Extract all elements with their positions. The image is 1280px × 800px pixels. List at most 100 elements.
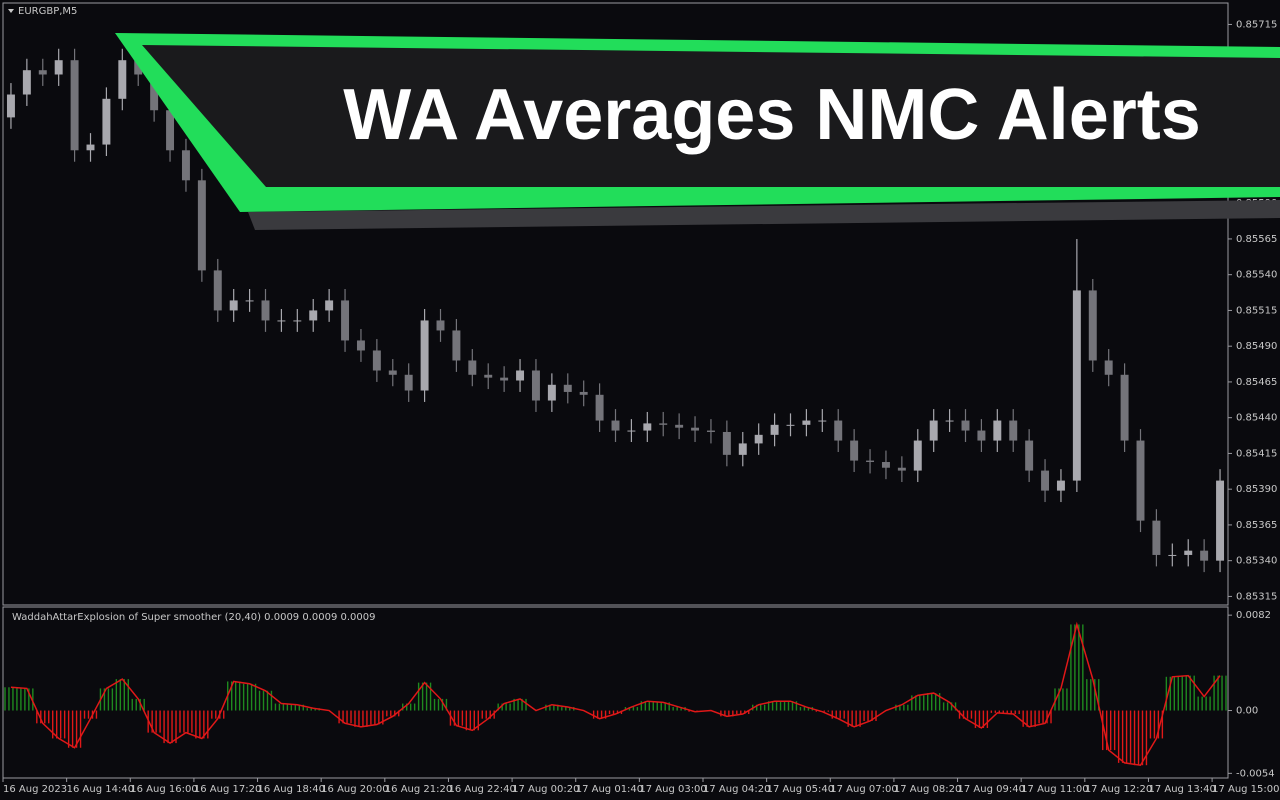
candle-body [341, 300, 350, 341]
x-tick-label: 17 Aug 04:20 [703, 784, 770, 795]
candle-body [404, 374, 413, 391]
candle-body [866, 460, 875, 463]
candle-body [1056, 480, 1065, 491]
x-tick-label: 17 Aug 12:20 [1085, 784, 1152, 795]
symbol-title[interactable]: EURGBP,M5 [18, 6, 77, 17]
candle-body [54, 60, 63, 75]
candle-body [770, 424, 779, 435]
candle-body [1072, 290, 1081, 481]
candle-body [181, 150, 190, 181]
candle-body [1200, 550, 1209, 561]
y-tick-label: 0.0082 [1236, 610, 1271, 621]
candle-body [897, 467, 906, 471]
candle-body [691, 427, 700, 431]
candle-body [675, 424, 684, 428]
y-tick-label: 0.85715 [1236, 19, 1277, 30]
candle-body [722, 431, 731, 455]
banner-shadow [248, 200, 1280, 230]
x-tick-label: 17 Aug 07:00 [830, 784, 897, 795]
x-tick-label: 17 Aug 09:40 [958, 784, 1025, 795]
indicator-panel-frame [2, 606, 1229, 779]
banner-title: WA Averages NMC Alerts [343, 75, 1201, 155]
candle-body [961, 420, 970, 431]
candle-body [420, 320, 429, 391]
candle-body [1168, 554, 1177, 556]
candle-body [245, 300, 254, 302]
candle-body [1088, 290, 1097, 361]
x-tick-label: 17 Aug 00:20 [512, 784, 579, 795]
candle-body [102, 98, 111, 145]
candle-body [468, 360, 477, 375]
axes: 0.857150.855900.855650.855400.855150.854… [2, 19, 1280, 795]
y-tick-label: 0.85490 [1236, 341, 1277, 352]
x-tick-label: 17 Aug 13:40 [1148, 784, 1215, 795]
candle-body [1216, 480, 1225, 561]
y-tick-label: 0.85390 [1236, 484, 1277, 495]
candle-body [786, 424, 795, 426]
candle-body [452, 330, 461, 361]
candle-body [118, 60, 127, 99]
candle-body [213, 270, 222, 311]
candle-body [309, 310, 318, 321]
y-tick-label: 0.85365 [1236, 520, 1277, 531]
y-tick-label: 0.85440 [1236, 413, 1277, 424]
candle-body [86, 144, 95, 151]
x-tick-label: 16 Aug 20:00 [321, 784, 388, 795]
symbol-menu-icon[interactable] [8, 9, 14, 13]
candle-body [1025, 440, 1034, 471]
candle-body [850, 440, 859, 461]
candle-body [293, 320, 302, 322]
candle-body [563, 384, 572, 392]
candle-body [579, 391, 588, 395]
candle-body [356, 340, 365, 351]
candle-body [1136, 440, 1145, 521]
x-tick-label: 16 Aug 18:40 [258, 784, 325, 795]
explosion-line [10, 621, 1221, 767]
candle-body [643, 423, 652, 431]
candle-body [6, 94, 15, 118]
x-tick-label: 17 Aug 03:00 [639, 784, 706, 795]
x-tick-label: 16 Aug 17:20 [194, 784, 261, 795]
candle-body [754, 434, 763, 444]
x-tick-label: 16 Aug 2023 [3, 784, 67, 795]
candle-body [229, 300, 238, 311]
candle-body [659, 423, 668, 425]
candle-body [1120, 374, 1129, 441]
candle-body [595, 394, 604, 421]
candle-body [277, 320, 286, 322]
indicator-title: WaddahAttarExplosion of Super smoother (… [12, 612, 376, 623]
candle-body [627, 430, 636, 432]
indicator-plot [4, 621, 1227, 767]
candle-body [1152, 520, 1161, 555]
candle-body [372, 350, 381, 371]
candle-body [913, 440, 922, 471]
candle-body [325, 300, 334, 311]
candle-body [197, 180, 206, 271]
candle-body [818, 420, 827, 422]
y-tick-label: 0.85540 [1236, 270, 1277, 281]
candle-body [150, 74, 159, 111]
y-tick-label: 0.85315 [1236, 591, 1277, 602]
candle-body [945, 420, 954, 422]
candle-body [38, 70, 47, 75]
y-tick-label: 0.85565 [1236, 234, 1277, 245]
candle-body [1184, 550, 1193, 555]
candle-body [500, 377, 509, 381]
candle-body [1104, 360, 1113, 375]
candle-body [706, 430, 715, 432]
x-tick-label: 16 Aug 16:00 [130, 784, 197, 795]
candle-body [134, 60, 143, 75]
x-tick-label: 17 Aug 01:40 [576, 784, 643, 795]
candle-body [1041, 470, 1050, 491]
candle-body [993, 420, 1002, 441]
y-tick-label: 0.85465 [1236, 377, 1277, 388]
y-tick-label: -0.0054 [1236, 768, 1275, 779]
candle-body [531, 370, 540, 401]
price-panel-frame [2, 2, 1229, 606]
y-tick-label: 0.85340 [1236, 556, 1277, 567]
candle-body [484, 374, 493, 378]
candle-body [738, 443, 747, 455]
x-tick-label: 17 Aug 08:20 [894, 784, 961, 795]
candle-body [611, 420, 620, 431]
